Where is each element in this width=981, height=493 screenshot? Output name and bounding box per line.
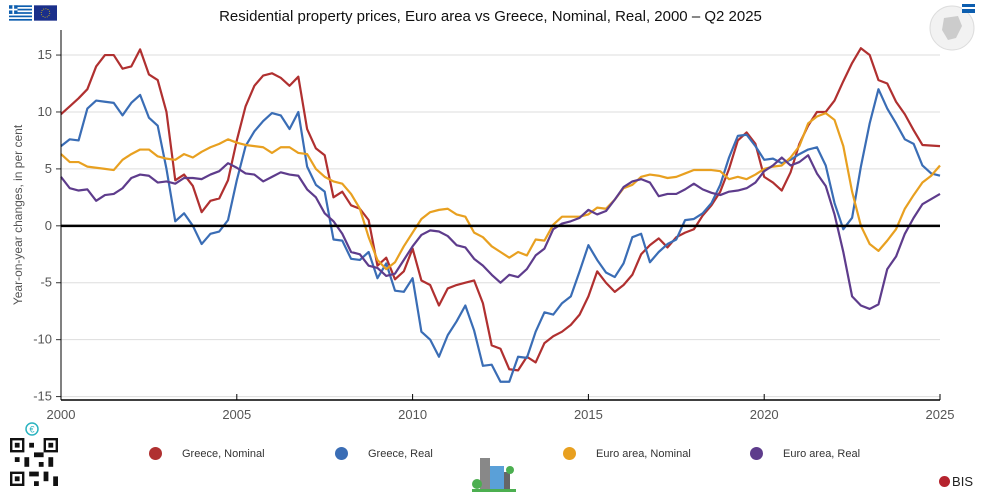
series-line-euro-area-real [60,154,941,311]
x-tick-label: 2020 [750,407,779,422]
greece-flag-icon [9,5,32,21]
eu-flag-icon [34,5,57,21]
legend-label: Euro area, Real [783,447,861,460]
series-line-greece-real [60,88,941,383]
series-line-euro-area-nominal [60,112,941,271]
bis-brand-text: BIS [952,474,973,489]
legend-item-greece-nominal[interactable]: Greece, Nominal [149,447,265,460]
chart-title: Residential property prices, Euro area v… [219,8,762,25]
legend-item-euro-area-nominal[interactable]: Euro area, Nominal [563,447,691,460]
bis-logo: BIS [939,474,973,489]
legend-marker [563,447,576,460]
x-tick-label: 2015 [574,407,603,422]
x-tick-label: 2000 [47,407,76,422]
x-tick-label: 2025 [926,407,955,422]
svg-text:€: € [29,425,34,435]
x-tick-label: 2005 [222,407,251,422]
qr-code-icon[interactable] [9,438,59,491]
y-tick-label: 5 [45,161,52,176]
legend-label: Greece, Real [368,447,433,460]
legend-marker [149,447,162,460]
y-tick-label: -15 [33,389,52,404]
legend-label: Greece, Nominal [182,447,265,460]
y-tick-label: 10 [38,104,52,119]
bis-logo-icon [939,476,951,487]
y-axis-label: Year-on-year changes, in per cent [11,124,25,305]
y-tick-label: 0 [45,218,52,233]
euro-icon: € [25,422,39,441]
legend-item-euro-area-real[interactable]: Euro area, Real [750,447,860,460]
x-tick-label: 2010 [398,407,427,422]
line-chart: 15 10 5 0 -5 -10 -15 2000 2005 2010 2015 2020 2025 Y… [11,30,955,422]
series-line-greece-nominal [60,47,941,372]
y-tick-label: -5 [40,275,52,290]
y-tick-label: -10 [33,332,52,347]
legend-marker [750,447,763,460]
legend-marker [335,447,348,460]
y-tick-label: 15 [38,47,52,62]
greece-map-icon [928,4,976,57]
legend-item-greece-real[interactable]: Greece, Real [335,447,433,460]
building-icon [472,456,516,493]
legend-label: Euro area, Nominal [596,447,691,460]
